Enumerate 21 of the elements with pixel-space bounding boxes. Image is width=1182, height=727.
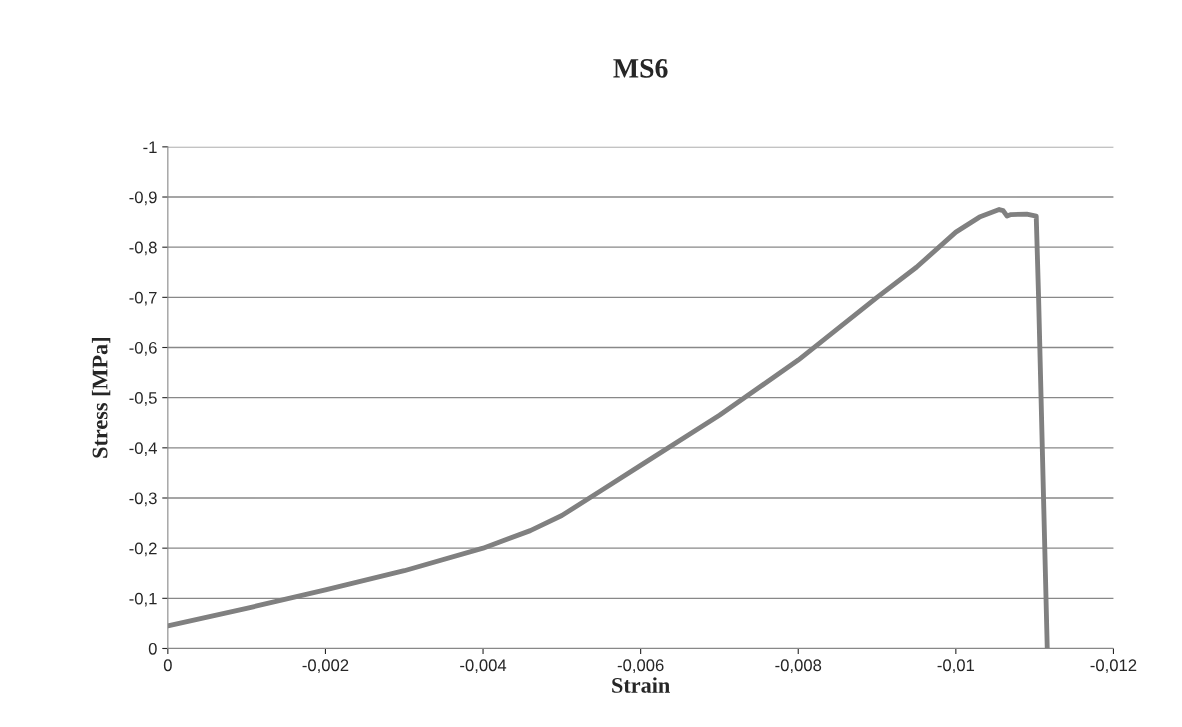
x-tick-label: -0,012	[1090, 659, 1137, 674]
y-axis-title: Stress [MPa]	[91, 338, 111, 458]
y-tick-label: 0	[148, 642, 157, 655]
x-tick-label: -0,006	[617, 659, 664, 674]
y-tick-label: -0,9	[129, 191, 157, 206]
y-tick-label: -0,1	[129, 592, 157, 607]
y-tick-label: -0,6	[129, 341, 157, 356]
x-tick-label: 0	[163, 659, 172, 672]
x-tick-label: -0,004	[460, 659, 507, 674]
y-tick-label: -0,8	[129, 241, 157, 256]
y-tick-label: -0,5	[129, 392, 157, 406]
y-tick-label: -0,7	[129, 291, 157, 306]
y-tick-label: -1	[143, 141, 157, 153]
y-tick-label: -0,2	[129, 542, 157, 557]
x-axis-title: Strain	[612, 677, 670, 693]
x-tick-label: -0,008	[775, 659, 822, 674]
x-tick-label: -0,01	[937, 659, 975, 674]
x-tick-label: -0,002	[302, 659, 349, 674]
y-tick-label: -0,3	[129, 492, 157, 507]
y-tick-label: -0,4	[129, 442, 157, 456]
chart-title: MS6	[613, 59, 668, 78]
